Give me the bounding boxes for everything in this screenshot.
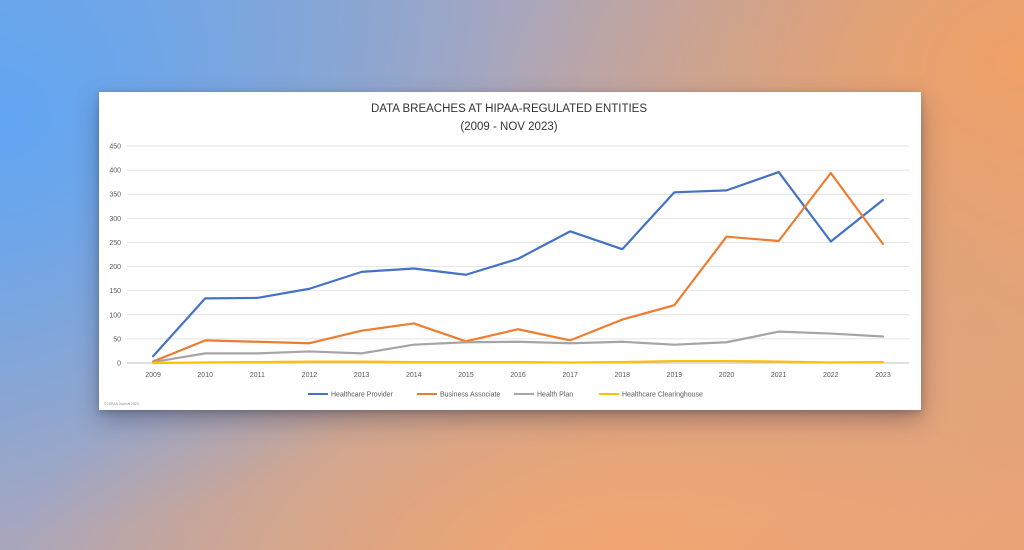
series-line-healthcare-provider xyxy=(151,170,885,358)
x-tick-label: 2010 xyxy=(197,372,213,379)
x-tick-label: 2013 xyxy=(354,372,370,379)
legend-item: Business Associate xyxy=(417,392,500,399)
x-tick-label: 2020 xyxy=(719,372,735,379)
x-tick-label: 2009 xyxy=(145,372,161,379)
series-line-health-plan xyxy=(151,330,885,364)
legend-item: Healthcare Clearinghouse xyxy=(599,392,703,399)
series-line-business-associate xyxy=(151,171,885,363)
x-tick-label: 2012 xyxy=(302,372,318,379)
legend-label: Business Associate xyxy=(440,392,500,399)
y-tick-label: 400 xyxy=(109,168,121,175)
y-tick-label: 450 xyxy=(109,144,121,151)
legend-label: Healthcare Clearinghouse xyxy=(622,392,703,399)
legend: Healthcare Provider Business Associate Hea… xyxy=(308,392,703,399)
x-axis: 2009 2010 2011 2012 2013 2014 2015 2016 2017 2018… xyxy=(145,372,891,379)
y-tick-label: 200 xyxy=(109,264,121,271)
x-tick-label: 2011 xyxy=(250,372,265,379)
x-tick-label: 2014 xyxy=(406,372,422,379)
x-tick-label: 2021 xyxy=(771,372,787,379)
x-tick-label: 2019 xyxy=(667,372,683,379)
series-line-healthcare-clearinghouse xyxy=(151,359,885,365)
x-tick-label: 2015 xyxy=(458,372,474,379)
x-tick-label: 2023 xyxy=(875,372,891,379)
y-tick-label: 250 xyxy=(109,240,121,247)
legend-label: Healthcare Provider xyxy=(331,392,394,399)
legend-label: Health Plan xyxy=(537,392,573,399)
line-chart: DATA BREACHES AT HIPAA-REGULATED ENTITIE… xyxy=(104,103,909,406)
y-axis: 0 50 100 150 200 250 300 350 400 450 xyxy=(109,144,121,368)
x-tick-label: 2018 xyxy=(614,372,630,379)
y-tick-label: 100 xyxy=(109,312,121,319)
x-tick-label: 2022 xyxy=(823,372,839,379)
chart-subtitle: (2009 - NOV 2023) xyxy=(460,121,557,133)
x-tick-label: 2017 xyxy=(562,372,578,379)
copyright-note: © HIPAA Journal 2023 xyxy=(104,402,139,406)
y-tick-label: 350 xyxy=(109,192,121,199)
x-tick-label: 2016 xyxy=(510,372,526,379)
gridlines xyxy=(127,145,909,364)
chart-card: DATA BREACHES AT HIPAA-REGULATED ENTITIE… xyxy=(99,92,921,410)
series-lines xyxy=(151,170,885,365)
y-tick-label: 0 xyxy=(117,361,121,368)
y-tick-label: 50 xyxy=(113,336,121,343)
legend-item: Healthcare Provider xyxy=(308,392,394,399)
chart-title: DATA BREACHES AT HIPAA-REGULATED ENTITIE… xyxy=(371,103,647,115)
y-tick-label: 300 xyxy=(109,216,121,223)
legend-item: Health Plan xyxy=(514,392,573,399)
y-tick-label: 150 xyxy=(109,288,121,295)
